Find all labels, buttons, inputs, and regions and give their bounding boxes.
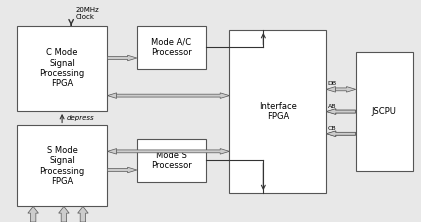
Text: CB: CB [328,126,336,131]
FancyArrow shape [77,206,88,222]
FancyArrow shape [327,109,356,114]
Text: C Mode
Signal
Processing
FPGA: C Mode Signal Processing FPGA [40,48,85,88]
Text: 20MHz
Clock: 20MHz Clock [75,7,99,20]
Text: depress: depress [67,115,94,121]
FancyArrow shape [326,87,336,92]
Bar [137,26,206,69]
FancyArrow shape [326,131,355,137]
Text: AB: AB [328,103,336,109]
FancyArrow shape [327,131,356,137]
Bar [17,125,107,206]
FancyArrow shape [117,93,229,98]
Text: JSCPU: JSCPU [372,107,397,116]
FancyArrow shape [336,87,356,92]
FancyArrow shape [326,109,355,114]
Text: S Mode
Signal
Processing
FPGA: S Mode Signal Processing FPGA [40,146,85,186]
Text: Interface
FPGA: Interface FPGA [259,102,297,121]
FancyArrow shape [28,206,38,222]
FancyArrow shape [107,55,137,61]
Bar [137,139,206,182]
FancyArrow shape [107,93,117,98]
Text: DB: DB [328,81,337,86]
FancyArrow shape [107,167,137,173]
Bar [229,30,326,193]
FancyArrow shape [107,149,117,154]
FancyArrow shape [117,149,229,154]
Text: Mode A/C
Processor: Mode A/C Processor [151,38,192,57]
FancyArrow shape [59,206,69,222]
Bar [17,26,107,111]
Text: Mode S
Processor: Mode S Processor [151,151,192,170]
Bar [356,52,413,171]
